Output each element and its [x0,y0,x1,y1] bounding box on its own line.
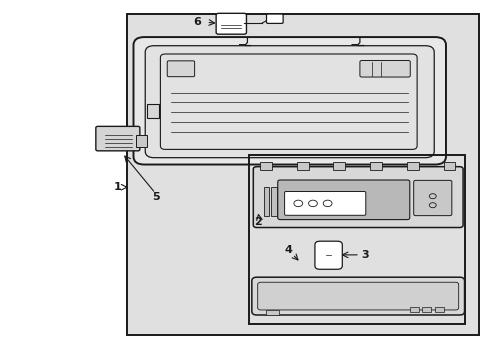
Bar [281,183,406,217]
Text: 1: 1 [113,182,121,192]
FancyBboxPatch shape [133,37,445,165]
Text: 2: 2 [253,217,261,228]
FancyBboxPatch shape [146,104,159,118]
FancyBboxPatch shape [413,180,451,216]
FancyBboxPatch shape [296,162,308,170]
FancyBboxPatch shape [359,60,409,77]
FancyBboxPatch shape [443,162,454,170]
Bar [165,58,411,146]
Text: 5: 5 [151,192,159,202]
FancyBboxPatch shape [284,192,365,215]
FancyBboxPatch shape [314,241,342,269]
Bar [127,14,478,335]
FancyBboxPatch shape [422,307,430,312]
FancyBboxPatch shape [434,307,443,312]
FancyBboxPatch shape [136,135,147,147]
FancyBboxPatch shape [263,187,269,216]
FancyBboxPatch shape [333,162,345,170]
FancyBboxPatch shape [251,277,464,315]
Bar [127,14,478,335]
FancyBboxPatch shape [257,282,458,310]
FancyBboxPatch shape [260,162,271,170]
FancyBboxPatch shape [369,162,381,170]
Bar [249,155,464,324]
FancyBboxPatch shape [266,14,283,23]
FancyBboxPatch shape [406,162,418,170]
FancyBboxPatch shape [270,187,276,216]
Text: 3: 3 [360,250,368,260]
Bar [249,155,464,324]
FancyBboxPatch shape [277,180,409,220]
FancyBboxPatch shape [103,129,134,146]
FancyBboxPatch shape [96,126,140,151]
FancyBboxPatch shape [145,46,433,158]
Text: 4: 4 [284,245,292,255]
FancyBboxPatch shape [167,61,194,77]
FancyBboxPatch shape [265,310,279,315]
FancyBboxPatch shape [409,307,418,312]
FancyBboxPatch shape [253,167,462,228]
FancyBboxPatch shape [216,13,246,34]
Text: 6: 6 [193,17,201,27]
